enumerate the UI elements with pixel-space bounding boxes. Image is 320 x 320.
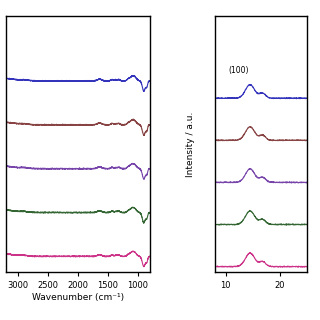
Text: Intensity / a.u.: Intensity / a.u.	[186, 111, 195, 177]
X-axis label: Wavenumber (cm⁻¹): Wavenumber (cm⁻¹)	[32, 293, 124, 302]
Text: (100): (100)	[228, 66, 249, 75]
